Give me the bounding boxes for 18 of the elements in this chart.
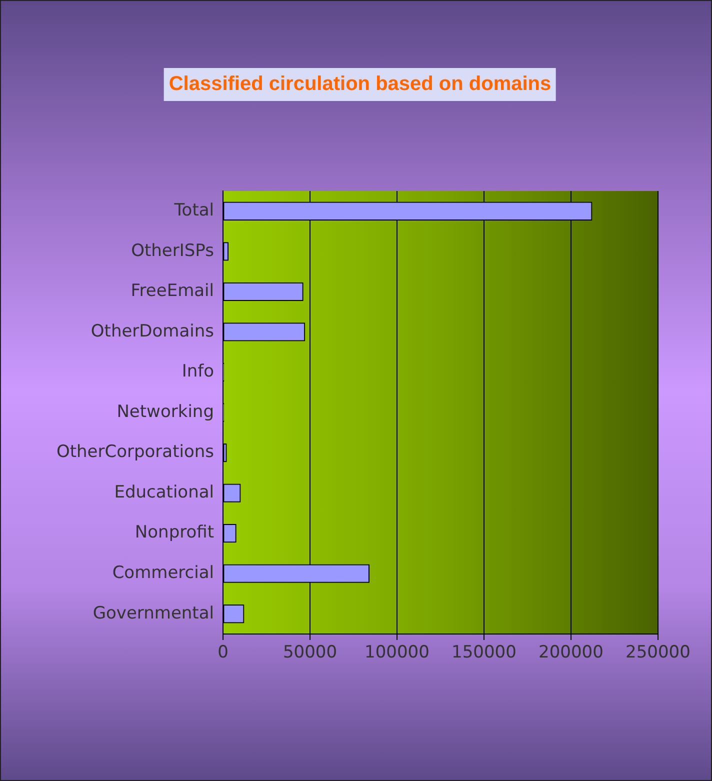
y-tick-label: Networking (116, 402, 214, 422)
y-tick-label: Governmental (92, 603, 214, 624)
chart-title: Classified circulation based on domains (164, 68, 556, 101)
x-tick-label: 250000 (626, 642, 690, 663)
y-tick-label: OtherCorporations (56, 442, 214, 462)
x-tick-label: 100000 (364, 642, 430, 663)
y-tick-label: Nonprofit (134, 522, 214, 543)
y-tick-label: OtherISPs (131, 240, 214, 261)
y-tick-label: Educational (114, 482, 214, 502)
x-tick-label: 150000 (452, 642, 516, 663)
y-tick-label: FreeEmail (130, 281, 214, 302)
y-tick-label: OtherDomains (90, 321, 214, 342)
x-tick-label: 50000 (282, 642, 338, 663)
y-tick-label: Commercial (112, 563, 214, 584)
x-tick-label: 200000 (538, 642, 604, 663)
y-tick-label: Info (182, 362, 214, 382)
x-tick-label: 0 (218, 642, 228, 663)
y-tick-label: Total (173, 200, 214, 221)
